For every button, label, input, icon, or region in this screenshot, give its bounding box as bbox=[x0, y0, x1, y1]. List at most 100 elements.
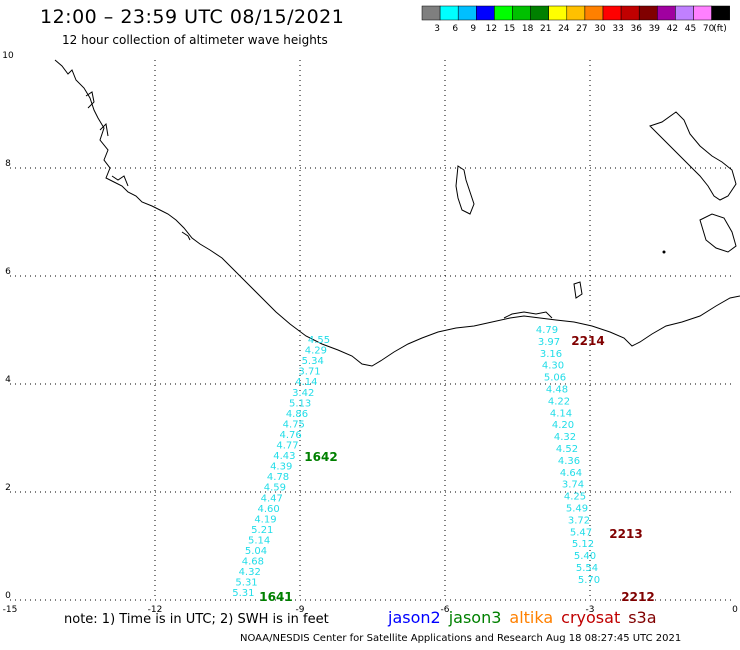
pass-time-label: 2213 bbox=[609, 527, 642, 541]
swh-value-label: 5.13 bbox=[289, 398, 311, 409]
colorbar-label: 45 bbox=[685, 24, 696, 34]
swh-value-label: 4.68 bbox=[242, 557, 264, 568]
chart-subtitle: 12 hour collection of altimeter wave hei… bbox=[62, 33, 328, 47]
colorbar-label: 12 bbox=[486, 24, 497, 34]
colorbar-swatch bbox=[584, 5, 604, 21]
colorbar-label: 24 bbox=[558, 24, 570, 34]
swh-value-label: 3.16 bbox=[540, 349, 562, 360]
swh-value-label: 4.39 bbox=[270, 462, 292, 473]
colorbar-label: 18 bbox=[522, 24, 534, 34]
colorbar-label: 9 bbox=[470, 24, 476, 34]
swh-value-label: 5.54 bbox=[576, 563, 598, 574]
colorbar-swatch bbox=[693, 5, 712, 21]
pass-time-label: 1641 bbox=[259, 590, 292, 604]
swh-value-label: 3.42 bbox=[292, 388, 314, 399]
legend-jason2: jason2 bbox=[388, 608, 441, 627]
colorbar-label: 15 bbox=[504, 24, 515, 34]
colorbar-swatch bbox=[494, 5, 513, 21]
x-tick-label: 0 bbox=[732, 605, 738, 615]
x-tick-label: -6 bbox=[441, 605, 450, 615]
swh-value-label: 5.40 bbox=[574, 551, 596, 562]
legend-jason3: jason3 bbox=[448, 608, 502, 627]
swh-value-label: 3.72 bbox=[568, 515, 590, 526]
swh-value-label: 4.25 bbox=[564, 492, 586, 503]
swh-value-label: 4.77 bbox=[276, 441, 298, 452]
swh-value-label: 4.76 bbox=[280, 430, 302, 441]
colorbar-label: 21 bbox=[540, 24, 551, 34]
swh-value-label: 5.04 bbox=[245, 546, 267, 557]
swh-value-label: 4.79 bbox=[536, 325, 558, 336]
swh-value-label: 5.70 bbox=[578, 575, 600, 586]
colorbar: 3 6 9 12 15 18 21 24 27 30 33 36 39 42 45 70(ft) bbox=[421, 5, 730, 34]
coastline bbox=[54, 59, 740, 367]
colorbar-label: 6 bbox=[452, 24, 458, 34]
y-tick-label: 4 bbox=[5, 375, 11, 385]
swh-value-label: 5.06 bbox=[544, 373, 566, 384]
swh-value-label: 5.21 bbox=[251, 525, 273, 536]
island-east-mid bbox=[699, 213, 737, 253]
swh-value-label: 4.48 bbox=[546, 385, 568, 396]
legend-cryosat: cryosat bbox=[561, 608, 621, 627]
y-tick-label: 6 bbox=[5, 267, 11, 277]
swh-value-label: 5.49 bbox=[566, 504, 588, 515]
island-small bbox=[573, 281, 583, 299]
swh-value-label: 4.32 bbox=[554, 432, 576, 443]
colorbar-swatch bbox=[439, 5, 459, 21]
swh-value-label: 4.47 bbox=[261, 493, 283, 504]
swh-value-label: 4.32 bbox=[239, 567, 261, 578]
colorbar-label: 39 bbox=[649, 24, 661, 34]
y-tick-label: 10 bbox=[2, 51, 14, 61]
swh-value-label: 3.74 bbox=[562, 480, 584, 491]
island-north bbox=[455, 165, 475, 215]
coastline-inlet-detail bbox=[85, 91, 553, 319]
chart-title: 12:00 – 23:59 UTC 08/15/2021 bbox=[40, 6, 345, 28]
legend-s3a: s3a bbox=[628, 608, 657, 627]
colorbar-swatch bbox=[476, 5, 495, 21]
colorbar-swatch bbox=[530, 5, 549, 21]
swh-value-label: 3.71 bbox=[298, 367, 320, 378]
y-tick-label: 2 bbox=[5, 483, 11, 493]
swh-value-label: 4.14 bbox=[550, 408, 572, 419]
colorbar-label: 3 bbox=[434, 24, 440, 34]
swh-value-label: 4.86 bbox=[286, 409, 308, 420]
swh-value-label: 4.22 bbox=[548, 396, 570, 407]
island-east-top bbox=[649, 111, 737, 201]
coastline-west bbox=[54, 59, 740, 367]
x-tick-label: -9 bbox=[296, 605, 305, 615]
colorbar-swatch bbox=[657, 5, 676, 21]
colorbar-label: 27 bbox=[576, 24, 587, 34]
swh-value-label: 4.19 bbox=[254, 514, 276, 525]
swh-value-label: 4.59 bbox=[264, 483, 286, 494]
altimeter-tracks: 4.554.295.343.714.143.425.134.864.754.76… bbox=[232, 325, 654, 604]
swh-value-label: 5.34 bbox=[302, 356, 324, 367]
colorbar-swatch bbox=[512, 5, 531, 21]
footer-credit: NOAA/NESDIS Center for Satellite Applica… bbox=[240, 633, 682, 644]
legend-altika: altika bbox=[509, 608, 554, 627]
swh-value-label: 4.36 bbox=[558, 456, 580, 467]
x-tick-label: -15 bbox=[3, 605, 18, 615]
swh-value-label: 4.52 bbox=[556, 444, 578, 455]
colorbar-swatch bbox=[548, 5, 568, 21]
colorbar-swatch bbox=[602, 5, 622, 21]
islet bbox=[662, 250, 666, 254]
colorbar-swatch bbox=[457, 5, 477, 21]
swh-value-label: 3.97 bbox=[538, 337, 560, 348]
colorbar-swatch bbox=[566, 5, 586, 21]
x-tick-label: -3 bbox=[586, 605, 595, 615]
colorbar-unit: (ft) bbox=[713, 24, 727, 34]
swh-value-label: 5.31 bbox=[235, 578, 257, 589]
swh-value-label: 5.14 bbox=[248, 535, 270, 546]
map-grid: -15 -12 -9 -6 -3 0 0 2 4 6 8 10 bbox=[2, 51, 738, 615]
pass-time-label: 2212 bbox=[621, 590, 654, 604]
colorbar-swatch bbox=[675, 5, 694, 21]
swh-value-label: 4.78 bbox=[267, 472, 289, 483]
pass-time-label: 2214 bbox=[571, 334, 604, 348]
swh-value-label: 4.14 bbox=[295, 377, 317, 388]
swh-value-label: 5.47 bbox=[570, 527, 592, 538]
colorbar-label: 70 bbox=[703, 24, 715, 34]
colorbar-swatch bbox=[638, 5, 658, 21]
colorbar-swatch bbox=[421, 5, 441, 21]
x-tick-label: -12 bbox=[148, 605, 163, 615]
colorbar-label: 36 bbox=[630, 24, 642, 34]
